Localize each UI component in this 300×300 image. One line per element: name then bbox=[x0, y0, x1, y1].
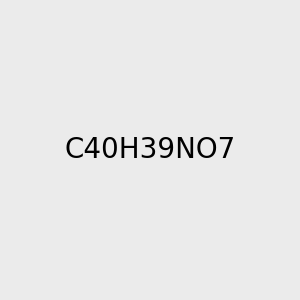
Text: C40H39NO7: C40H39NO7 bbox=[64, 136, 236, 164]
